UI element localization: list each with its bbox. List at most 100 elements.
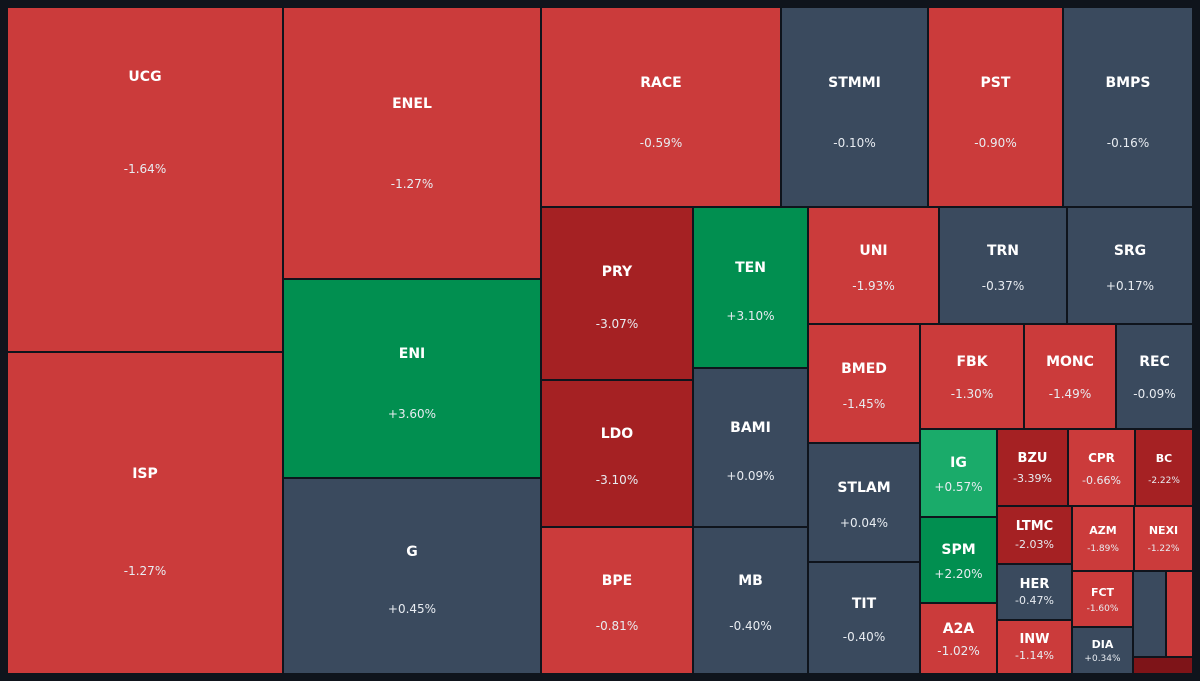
tile-pry[interactable]: PRY -3.07% <box>541 207 693 380</box>
tile-symbol: UNI <box>859 243 888 260</box>
tile-cpr[interactable]: CPR -0.66% <box>1068 429 1135 506</box>
tile-change: -0.37% <box>981 279 1025 294</box>
tile-change: +0.04% <box>839 516 889 531</box>
tile-bpe[interactable]: BPE -0.81% <box>541 527 693 674</box>
tile-symbol: PST <box>980 74 1011 91</box>
tile-change: +3.60% <box>387 407 437 422</box>
tile-symbol: HER <box>1019 577 1050 593</box>
tile-change: -1.45% <box>842 397 886 412</box>
tile-unlabeled[interactable] <box>1133 571 1166 657</box>
tile-symbol: CPR <box>1088 451 1115 466</box>
tile-isp[interactable]: ISP -1.27% <box>7 352 283 674</box>
tile-symbol: ENI <box>398 346 426 363</box>
tile-monc[interactable]: MONC -1.49% <box>1024 324 1116 429</box>
tile-her[interactable]: HER -0.47% <box>997 564 1072 620</box>
tile-change: -1.93% <box>852 279 895 294</box>
tile-change: +0.17% <box>1105 279 1155 294</box>
tile-unlabeled[interactable] <box>1133 657 1193 674</box>
tile-trn[interactable]: TRN -0.37% <box>939 207 1067 324</box>
tile-symbol: BMPS <box>1105 74 1151 91</box>
tile-ltmc[interactable]: LTMC -2.03% <box>997 506 1072 564</box>
tile-g[interactable]: G +0.45% <box>283 478 541 674</box>
tile-symbol: BMED <box>841 361 887 378</box>
tile-symbol: NEXI <box>1148 523 1179 537</box>
tile-change: -1.27% <box>390 176 434 191</box>
tile-ten[interactable]: TEN +3.10% <box>693 207 808 368</box>
tile-symbol: G <box>406 543 418 560</box>
tile-azm[interactable]: AZM -1.89% <box>1072 506 1134 571</box>
tile-symbol: ENEL <box>392 95 432 112</box>
tile-change: -0.66% <box>1082 473 1121 487</box>
tile-symbol: MONC <box>1046 354 1094 371</box>
tile-pst[interactable]: PST -0.90% <box>928 7 1063 207</box>
tile-rec[interactable]: REC -0.09% <box>1116 324 1193 429</box>
tile-nexi[interactable]: NEXI -1.22% <box>1134 506 1193 571</box>
tile-unlabeled[interactable] <box>1166 571 1193 657</box>
tile-symbol: SPM <box>941 541 976 558</box>
tile-change: +0.45% <box>387 601 437 616</box>
tile-change: -3.07% <box>595 317 639 332</box>
tile-eni[interactable]: ENI +3.60% <box>283 279 541 478</box>
tile-change: +0.34% <box>1084 654 1121 665</box>
tile-change: -2.03% <box>1015 538 1054 552</box>
tile-change: -0.81% <box>595 619 639 634</box>
tile-bmps[interactable]: BMPS -0.16% <box>1063 7 1193 207</box>
tile-symbol: FBK <box>956 354 988 371</box>
tile-symbol: RACE <box>640 74 682 91</box>
tile-symbol: LDO <box>600 426 634 443</box>
tile-ig[interactable]: IG +0.57% <box>920 429 997 517</box>
tile-change: -1.49% <box>1048 387 1092 402</box>
tile-stmmi[interactable]: STMMI -0.10% <box>781 7 928 207</box>
tile-spm[interactable]: SPM +2.20% <box>920 517 997 603</box>
tile-ldo[interactable]: LDO -3.10% <box>541 380 693 527</box>
tile-bzu[interactable]: BZU -3.39% <box>997 429 1068 506</box>
tile-change: -0.09% <box>1133 387 1176 402</box>
tile-tit[interactable]: TIT -0.40% <box>808 562 920 674</box>
tile-symbol: BC <box>1155 451 1173 465</box>
tile-symbol: IG <box>950 454 967 471</box>
tile-change: -2.22% <box>1148 476 1180 487</box>
tile-change: -0.40% <box>729 619 772 634</box>
tile-change: -1.30% <box>950 387 994 402</box>
tile-symbol: DIA <box>1091 637 1114 651</box>
tile-change: -1.14% <box>1015 649 1054 663</box>
tile-change: -0.40% <box>842 629 886 644</box>
tile-ucg[interactable]: UCG -1.64% <box>7 7 283 352</box>
tile-a2a[interactable]: A2A -1.02% <box>920 603 997 674</box>
tile-fbk[interactable]: FBK -1.30% <box>920 324 1024 429</box>
tile-enel[interactable]: ENEL -1.27% <box>283 7 541 279</box>
tile-symbol: LTMC <box>1015 519 1054 535</box>
tile-symbol: PRY <box>601 264 633 281</box>
tile-change: -3.10% <box>595 473 639 488</box>
tile-symbol: TRN <box>986 243 1020 260</box>
tile-change: +2.20% <box>934 566 983 581</box>
tile-bc[interactable]: BC -2.22% <box>1135 429 1193 506</box>
tile-change: -0.10% <box>833 135 876 150</box>
tile-dia[interactable]: DIA +0.34% <box>1072 627 1133 674</box>
tile-fct[interactable]: FCT -1.60% <box>1072 571 1133 627</box>
tile-stlam[interactable]: STLAM +0.04% <box>808 443 920 562</box>
tile-inw[interactable]: INW -1.14% <box>997 620 1072 674</box>
tile-symbol: BPE <box>601 573 633 590</box>
tile-change: -1.60% <box>1086 603 1119 614</box>
tile-symbol: A2A <box>942 621 975 638</box>
tile-change: +3.10% <box>726 309 775 324</box>
tile-symbol: REC <box>1139 354 1170 371</box>
tile-change: -0.16% <box>1106 135 1150 150</box>
tile-symbol: FCT <box>1090 586 1115 600</box>
tile-uni[interactable]: UNI -1.93% <box>808 207 939 324</box>
tile-symbol: STLAM <box>837 480 891 497</box>
tile-change: -3.39% <box>1013 471 1052 485</box>
tile-symbol: MB <box>738 573 763 590</box>
tile-srg[interactable]: SRG +0.17% <box>1067 207 1193 324</box>
tile-race[interactable]: RACE -0.59% <box>541 7 781 207</box>
tile-bmed[interactable]: BMED -1.45% <box>808 324 920 443</box>
tile-symbol: BZU <box>1017 450 1048 466</box>
tile-mb[interactable]: MB -0.40% <box>693 527 808 674</box>
tile-change: -1.89% <box>1087 544 1119 555</box>
tile-change: -1.22% <box>1147 544 1180 555</box>
tile-bami[interactable]: BAMI +0.09% <box>693 368 808 527</box>
tile-change: -1.27% <box>123 563 167 578</box>
tile-symbol: UCG <box>128 69 162 86</box>
